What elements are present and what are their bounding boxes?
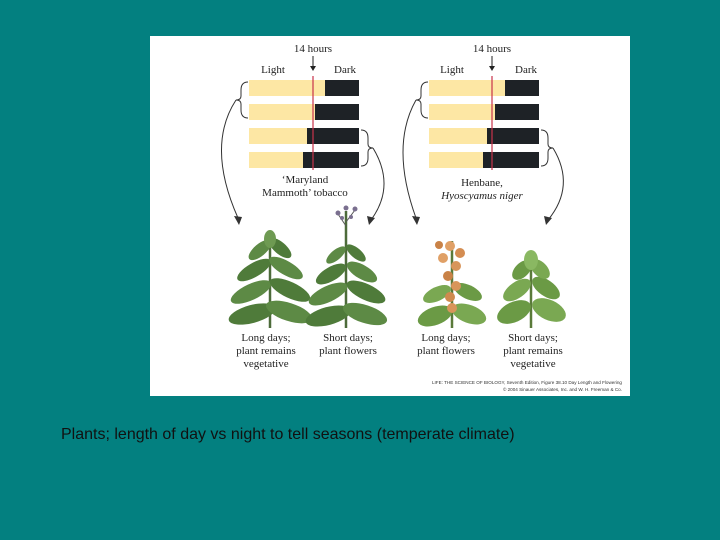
right-bar-3-light (429, 128, 487, 144)
henbane-flowering-illustration (417, 241, 487, 328)
left-long-day-brace (235, 81, 249, 119)
right-short-days-caption-3: vegetative (510, 358, 555, 370)
right-short-day-arrowhead (544, 216, 552, 225)
left-dark-label: Dark (334, 64, 356, 76)
left-long-day-arrowhead (234, 216, 242, 225)
left-panel: 14 hours Light Dark ‘Maryland Mammoth’ t… (221, 43, 388, 370)
right-long-day-arrow (402, 99, 417, 219)
left-long-day-arrow (221, 99, 239, 219)
left-bar-4-light (249, 152, 303, 168)
right-bar-2-dark (495, 104, 539, 120)
right-plant-label-1: Henbane, (461, 177, 503, 189)
left-hours-arrowhead (310, 66, 316, 71)
right-bar-3-dark (487, 128, 539, 144)
left-bar-4-dark (303, 152, 359, 168)
left-hours-label: 14 hours (294, 43, 332, 55)
right-short-days-caption-2: plant remains (503, 345, 563, 357)
right-bar-2-light (429, 104, 495, 120)
figure-credit-line-1: LIFE: THE SCIENCE OF BIOLOGY, Seventh Ed… (432, 380, 622, 385)
tobacco-vegetative-illustration (228, 230, 312, 328)
left-bar-1-dark (325, 80, 359, 96)
right-long-day-brace (415, 81, 429, 119)
right-long-day-arrowhead (412, 216, 420, 225)
left-long-days-caption-1: Long days; (241, 332, 290, 344)
right-panel: 14 hours Light Dark Henbane, Hyoscyamus … (402, 43, 566, 370)
tobacco-flowering-illustration (305, 205, 388, 328)
right-hours-arrowhead (489, 66, 495, 71)
figure-panel: 14 hours Light Dark ‘Maryland Mammoth’ t… (150, 36, 630, 396)
right-short-day-brace (540, 129, 554, 167)
left-light-label: Light (261, 64, 285, 76)
left-bar-2-light (249, 104, 315, 120)
left-bar-3-dark (307, 128, 359, 144)
left-long-days-caption-2: plant remains (236, 345, 296, 357)
day-length-diagram: 14 hours Light Dark ‘Maryland Mammoth’ t… (221, 43, 622, 392)
left-short-day-arrowhead (367, 216, 375, 225)
slide-caption: Plants; length of day vs night to tell s… (61, 426, 515, 443)
right-short-day-arrow (547, 147, 564, 221)
left-long-days-caption-3: vegetative (243, 358, 288, 370)
right-long-days-caption-2: plant flowers (417, 345, 475, 357)
left-bar-3-light (249, 128, 307, 144)
henbane-vegetative-illustration (497, 250, 566, 328)
right-long-days-caption-1: Long days; (421, 332, 470, 344)
left-short-days-caption-2: plant flowers (319, 345, 377, 357)
right-dark-label: Dark (515, 64, 537, 76)
left-short-day-brace (360, 129, 374, 167)
right-plant-label-2: Hyoscyamus niger (440, 190, 523, 202)
left-plant-label-1: ‘Maryland (282, 174, 329, 186)
right-bar-4-dark (483, 152, 539, 168)
left-short-day-arrow (370, 147, 385, 221)
right-light-label: Light (440, 64, 464, 76)
left-short-days-caption-1: Short days; (323, 332, 373, 344)
right-bar-4-light (429, 152, 483, 168)
figure-credit-line-2: © 2004 Sinauer Associates, Inc. and W. H… (503, 386, 622, 392)
left-plant-label-2: Mammoth’ tobacco (262, 187, 348, 199)
right-bar-1-dark (505, 80, 539, 96)
right-bar-1-light (429, 80, 505, 96)
right-hours-label: 14 hours (473, 43, 511, 55)
right-short-days-caption-1: Short days; (508, 332, 558, 344)
left-bar-2-dark (315, 104, 359, 120)
left-bar-1-light (249, 80, 325, 96)
